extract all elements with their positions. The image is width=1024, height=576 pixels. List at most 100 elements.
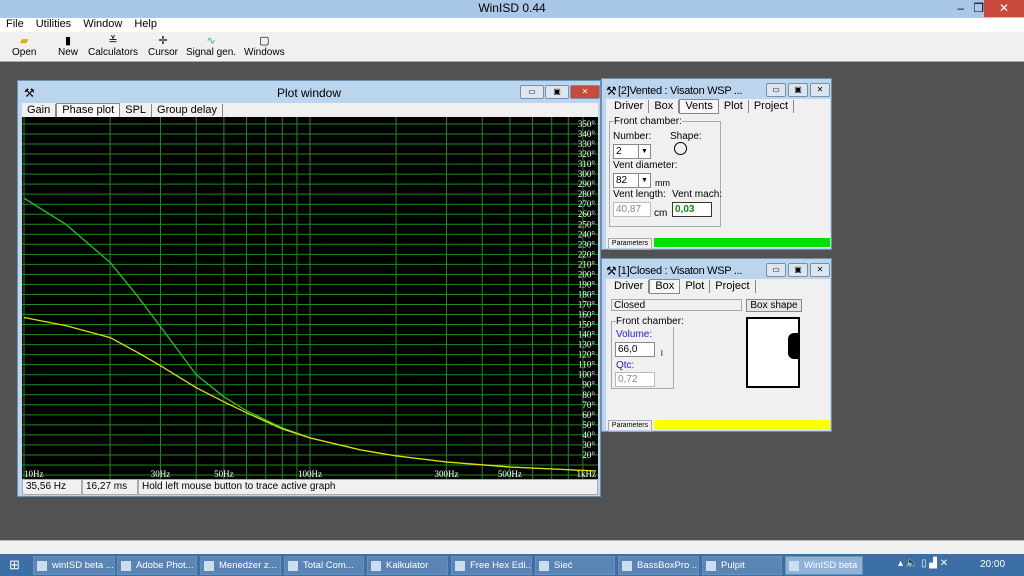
y-tick-label: 200° [578, 269, 596, 279]
menu-help[interactable]: Help [134, 18, 157, 30]
y-tick-label: 350° [578, 119, 596, 129]
app-icon [539, 561, 549, 571]
y-tick-label: 120° [578, 350, 596, 360]
tab-plot[interactable]: Plot [719, 100, 749, 113]
phase-plot-chart[interactable]: 350°340°330°320°310°300°290°280°270°260°… [22, 117, 598, 479]
plot-tabs: Gain Phase plot SPL Group delay [22, 103, 598, 118]
y-tick-label: 290° [578, 179, 596, 189]
plot-status-bar: 35,56 Hz 16,27 ms Hold left mouse button… [22, 479, 598, 495]
taskbar-item-label: Menedżer z... [219, 560, 277, 571]
vent-diameter-select[interactable]: 82 ▼ [613, 173, 651, 188]
sine-wave-icon: ∿ [206, 35, 216, 47]
status-hint: Hold left mouse button to trace active g… [138, 479, 598, 495]
close-button[interactable]: ✕ [984, 0, 1024, 17]
menu-window[interactable]: Window [83, 18, 123, 30]
front-chamber-group: Front chamber: Volume: 66,0 l Qtc: 0,72 [611, 316, 684, 389]
taskbar-item-label: BassBoxPro ... [637, 560, 699, 571]
tab-driver[interactable]: Driver [609, 280, 650, 293]
system-tray-icons[interactable]: ▴ 🔈 ▯ ▟ ✕ [898, 558, 949, 569]
y-tick-label: 130° [578, 340, 596, 350]
taskbar: ⊞ winISD beta ... Adobe Phot... Menedżer z… [0, 554, 1024, 576]
taskbar-item[interactable]: Free Hex Edi... [451, 556, 532, 575]
restore-button[interactable]: ❐ [973, 1, 984, 15]
y-tick-label: 170° [578, 299, 596, 309]
y-tick-label: 30° [582, 440, 595, 450]
tab-phase-plot[interactable]: Phase plot [56, 103, 121, 118]
new-button[interactable]: ▮ New [58, 35, 79, 58]
maximize-button[interactable]: ▣ [545, 85, 569, 99]
maximize-button[interactable]: ▣ [788, 263, 808, 277]
minimize-button[interactable]: ▭ [766, 83, 786, 97]
minimize-button[interactable]: – [957, 1, 964, 15]
start-button[interactable]: ⊞ [9, 557, 20, 572]
taskbar-item[interactable]: Total Com... [284, 556, 364, 575]
calculators-button[interactable]: ≚ Calculators [88, 35, 139, 58]
tab-plot[interactable]: Plot [680, 280, 711, 293]
taskbar-item[interactable]: Pulpit [702, 556, 782, 575]
taskbar-item[interactable]: Kalkulator [367, 556, 448, 575]
status-frequency: 35,56 Hz [22, 479, 82, 495]
tab-spl[interactable]: SPL [120, 104, 153, 117]
taskbar-item[interactable]: Sieć [535, 556, 615, 575]
taskbar-item-label: Pulpit [721, 560, 745, 571]
open-button[interactable]: ▰ Open [12, 35, 37, 58]
tab-driver[interactable]: Driver [609, 100, 650, 113]
tab-vents[interactable]: Vents [679, 99, 719, 114]
x-tick-label: 100Hz [298, 469, 322, 479]
signal-gen-button[interactable]: ∿ Signal gen. [186, 35, 237, 58]
close-button[interactable]: ✕ [810, 263, 830, 277]
tab-gain[interactable]: Gain [22, 104, 57, 117]
tab-box[interactable]: Box [649, 100, 680, 113]
app-icon [288, 561, 298, 571]
minimize-button[interactable]: ▭ [766, 263, 786, 277]
app-icon [455, 561, 465, 571]
y-tick-label: 180° [578, 289, 596, 299]
taskbar-item[interactable]: Menedżer z... [200, 556, 281, 575]
box-shape-preview [746, 317, 800, 388]
vented-tabs: Driver Box Vents Plot Project [606, 99, 830, 114]
tab-project[interactable]: Project [749, 100, 795, 113]
y-tick-label: 250° [578, 219, 596, 229]
menu-utilities[interactable]: Utilities [35, 18, 72, 30]
box-type-field: Closed [611, 299, 742, 311]
taskbar-item-label: Sieć [554, 560, 573, 571]
closed-status-bar: Parameters [606, 420, 830, 432]
y-tick-label: 20° [582, 450, 595, 460]
app-title: WinISD 0.44 [478, 1, 546, 15]
plot-window: ⚒ Plot window ▭ ▣ ✕ Gain Phase plot SPL Group … [17, 80, 601, 497]
taskbar-item[interactable]: WinISD beta [785, 556, 863, 575]
calculator-icon: ≚ [108, 35, 118, 47]
vent-number-select[interactable]: 2 ▼ [613, 144, 651, 159]
closed-tabs: Driver Box Plot Project [606, 279, 830, 294]
clock: 20:00 [980, 559, 1006, 570]
cursor-crosshair-icon: ✛ [158, 35, 168, 47]
taskbar-item[interactable]: winISD beta ... [33, 556, 115, 575]
taskbar-item[interactable]: BassBoxPro ... [618, 556, 699, 575]
taskbar-item-label: Total Com... [303, 560, 354, 571]
round-vent-shape-icon[interactable] [674, 142, 687, 155]
horizontal-scrollbar[interactable] [0, 540, 1024, 554]
windows-button[interactable]: ▢ Windows [244, 35, 285, 58]
tab-box[interactable]: Box [649, 279, 681, 294]
tab-group-delay[interactable]: Group delay [152, 104, 223, 117]
app-titlebar: WinISD 0.44 – ❐ ✕ [0, 0, 1024, 18]
app-icon: ⚒ [606, 264, 617, 278]
y-tick-label: 220° [578, 249, 596, 259]
box-shape-button[interactable]: Box shape [746, 299, 802, 312]
maximize-button[interactable]: ▣ [788, 83, 808, 97]
close-button[interactable]: ✕ [570, 85, 600, 99]
menu-file[interactable]: File [6, 18, 24, 30]
y-tick-label: 90° [582, 380, 595, 390]
taskbar-item[interactable]: Adobe Phot... [117, 556, 197, 575]
vented-titlebar: ⚒ [2]Vented : Visaton WSP ... ▭ ▣ ✕ [602, 79, 831, 103]
tab-project[interactable]: Project [710, 280, 756, 293]
close-button[interactable]: ✕ [810, 83, 830, 97]
status-indicator [654, 238, 830, 247]
new-speaker-icon: ▮ [64, 35, 72, 47]
volume-field[interactable]: 66,0 [615, 342, 655, 357]
y-tick-label: 190° [578, 279, 596, 289]
cursor-button[interactable]: ✛ Cursor [148, 35, 179, 58]
minimize-button[interactable]: ▭ [520, 85, 544, 99]
y-tick-label: 260° [578, 209, 596, 219]
qtc-field: 0,72 [615, 372, 655, 387]
